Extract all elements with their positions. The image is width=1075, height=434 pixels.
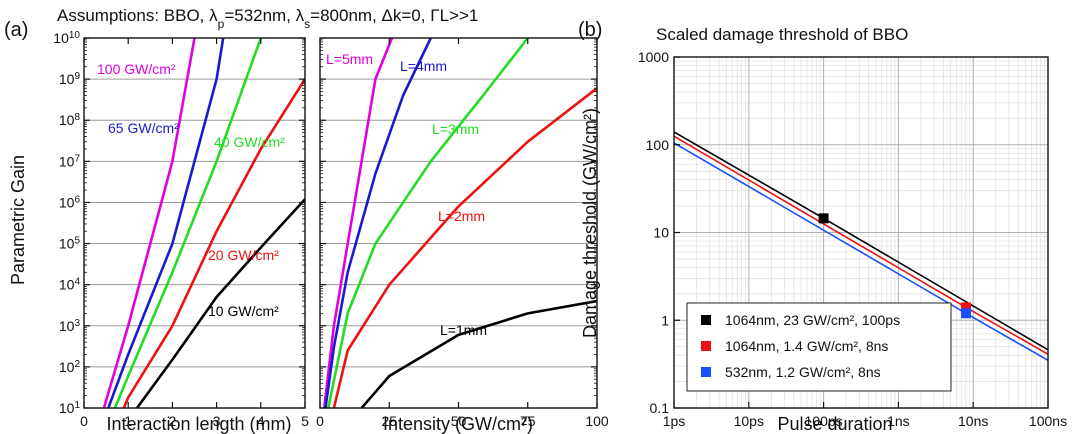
panel-b-plot: 1ps 10ps 100ps 1ns 10ns 100ns 0.1 1 10 100 1000 106… — [638, 49, 1067, 429]
panel-a-right-xlabel: Intensity (GW/cm²) — [383, 414, 533, 434]
y-tick-label: 103 — [59, 317, 81, 334]
y-tick-label: 107 — [59, 153, 81, 170]
series-line-0 — [322, 38, 394, 408]
y-tick-exponent: 9 — [74, 71, 80, 82]
x-tick-label: 100ns — [1029, 413, 1067, 429]
y-tick-base: 10 — [59, 112, 75, 128]
y-tick-base: 10 — [59, 400, 75, 416]
curve-label: L=5mm — [326, 51, 373, 67]
legend-box — [686, 302, 952, 392]
x-tick-label: 4 — [257, 413, 265, 429]
y-tick-exponent: 10 — [69, 30, 81, 41]
legend-label: 1064nm, 1.4 GW/cm², 8ns — [725, 338, 888, 354]
y-tick-base: 10 — [59, 318, 75, 334]
x-tick-label: 3 — [213, 413, 221, 429]
panel-a-letter: (a) — [4, 19, 28, 41]
y-tick-base: 10 — [59, 71, 75, 87]
curve-label: 20 GW/cm² — [208, 247, 279, 263]
curve-label: 100 GW/cm² — [97, 61, 176, 77]
data-marker-2 — [960, 308, 971, 319]
series-line-1 — [107, 38, 225, 408]
x-tick-label: 25 — [381, 413, 397, 429]
panel-a-title: Assumptions: BBO, λp=532nm, λs=800nm, Δk… — [57, 6, 478, 31]
x-tick-label: 1 — [124, 413, 132, 429]
y-tick-exponent: 7 — [74, 153, 80, 164]
series-line-4 — [135, 198, 305, 408]
plot-frame — [83, 37, 306, 409]
curve-label: 40 GW/cm² — [214, 134, 285, 150]
series-line-4 — [360, 299, 597, 408]
y-tick-base: 10 — [59, 153, 75, 169]
y-tick-exponent: 5 — [74, 235, 80, 246]
curve-label: L=2mm — [438, 208, 485, 224]
series-line-3 — [332, 87, 597, 408]
y-tick-base: 10 — [53, 30, 69, 46]
panel-b-ylabel: Damage threshold (GW/cm²) — [580, 108, 600, 338]
legend-marker — [701, 367, 711, 377]
x-tick-label: 5 — [301, 413, 309, 429]
y-tick-base: 10 — [59, 277, 75, 293]
y-tick-exponent: 4 — [74, 276, 80, 287]
legend-marker — [701, 315, 711, 325]
x-tick-label: 0 — [316, 413, 324, 429]
y-tick-label: 10 — [653, 225, 669, 241]
series-line-2 — [327, 38, 529, 408]
x-tick-label: 2 — [169, 413, 177, 429]
series-line-1 — [324, 38, 432, 408]
y-tick-label: 0.1 — [650, 400, 670, 416]
legend-marker — [701, 341, 711, 351]
x-tick-label: 10ns — [958, 413, 988, 429]
panel-a-right-plot: 0 25 50 75 100 L=5mm L=4mm L=3mm L=2mm L=1mm — [316, 37, 609, 429]
curve-label: 65 GW/cm² — [108, 120, 179, 136]
panel-b-title: Scaled damage threshold of BBO — [656, 25, 908, 44]
x-tick-label: 1ps — [663, 413, 686, 429]
panel-b-letter: (b) — [578, 19, 602, 41]
data-marker-0 — [818, 213, 829, 224]
legend-label: 532nm, 1.2 GW/cm², 8ns — [725, 364, 881, 380]
series-line-0 — [102, 38, 196, 408]
curve-label: L=4mm — [400, 58, 447, 74]
panel-a-left-xlabel: Interaction length (mm) — [106, 414, 291, 434]
curve-label: 10 GW/cm² — [208, 303, 279, 319]
y-tick-label: 100 — [646, 137, 670, 153]
y-tick-base: 10 — [59, 194, 75, 210]
y-tick-base: 10 — [59, 359, 75, 375]
y-tick-label: 1000 — [638, 49, 669, 65]
panel-b-xlabel: Pulse duration — [777, 414, 892, 434]
y-tick-label: 102 — [59, 358, 81, 375]
y-tick-label: 105 — [59, 235, 81, 252]
x-tick-label: 100 — [585, 413, 609, 429]
x-tick-label: 100ps — [805, 413, 843, 429]
y-tick-label: 104 — [59, 276, 81, 293]
series-line-3 — [122, 78, 305, 408]
curve-label: L=1mm — [440, 322, 487, 338]
y-tick-label: 101 — [59, 400, 81, 417]
x-tick-label: 0 — [80, 413, 88, 429]
data-marker-1 — [960, 302, 971, 313]
y-tick-label: 106 — [59, 194, 81, 211]
curve-label: L=3mm — [432, 121, 479, 137]
y-tick-exponent: 2 — [74, 358, 80, 369]
legend-label: 1064nm, 23 GW/cm², 100ps — [725, 312, 900, 328]
series-line-2 — [113, 38, 263, 408]
y-tick-label: 1010 — [53, 30, 80, 47]
y-tick-label: 109 — [59, 71, 81, 88]
y-tick-base: 10 — [59, 236, 75, 252]
x-tick-label: 10ps — [734, 413, 764, 429]
x-tick-label: 50 — [451, 413, 467, 429]
x-tick-label: 1ns — [887, 413, 910, 429]
panel-a-ylabel: Parametric Gain — [8, 155, 28, 285]
x-tick-label: 75 — [520, 413, 536, 429]
y-tick-label: 1 — [661, 312, 669, 328]
y-tick-exponent: 8 — [74, 112, 80, 123]
y-tick-exponent: 3 — [74, 317, 80, 328]
y-tick-label: 108 — [59, 112, 81, 129]
y-tick-exponent: 6 — [74, 194, 80, 205]
y-tick-exponent: 1 — [74, 400, 80, 411]
